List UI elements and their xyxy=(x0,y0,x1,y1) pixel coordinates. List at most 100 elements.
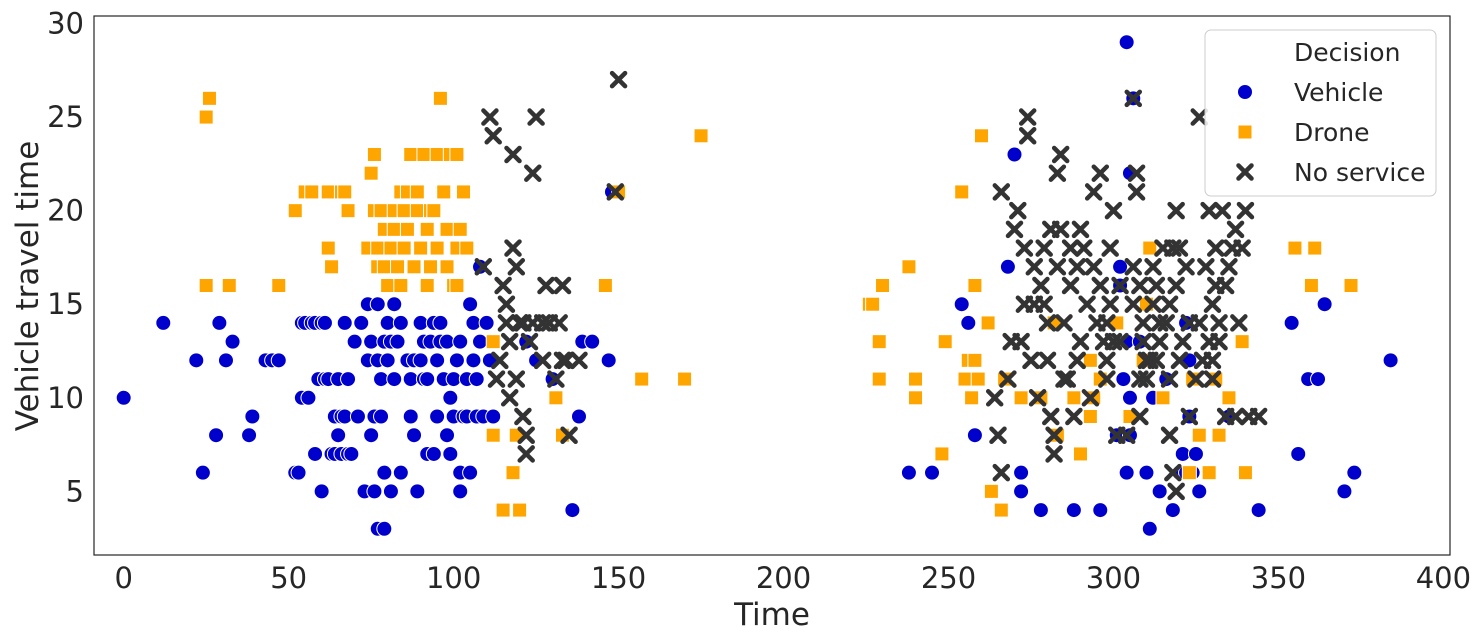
no-service-point xyxy=(1005,220,1024,239)
vehicle-point xyxy=(472,258,489,275)
no-service-point xyxy=(560,426,578,444)
vehicle-point xyxy=(316,314,333,331)
vehicle-point xyxy=(1250,502,1267,519)
no-service-point xyxy=(1009,201,1027,220)
drone-point xyxy=(993,502,1009,518)
no-service-point xyxy=(989,426,1007,444)
vehicle-point xyxy=(241,427,258,444)
vehicle-point xyxy=(1121,389,1138,406)
no-service-point xyxy=(1150,332,1169,351)
no-service-point xyxy=(1042,407,1060,426)
no-service-point xyxy=(1045,426,1063,444)
no-service-point xyxy=(1164,463,1182,482)
no-service-point xyxy=(1015,239,1034,257)
no-service-point xyxy=(1051,220,1070,239)
drone-point xyxy=(201,90,217,106)
no-service-point xyxy=(1216,276,1235,295)
drone-point xyxy=(409,184,425,200)
drone-point xyxy=(980,315,996,331)
vehicle-point xyxy=(1006,146,1023,163)
no-service-point xyxy=(1071,332,1090,351)
vehicle-point xyxy=(386,296,403,313)
vehicle-point xyxy=(343,445,360,462)
vehicle-point xyxy=(1283,314,1300,331)
y-tick-label: 5 xyxy=(66,474,84,508)
vehicle-point xyxy=(336,314,353,331)
drone-point xyxy=(1086,390,1102,406)
no-service-point xyxy=(1233,239,1251,257)
no-service-point xyxy=(1098,370,1116,388)
vehicle-point xyxy=(1346,464,1363,481)
no-service-point xyxy=(1190,108,1209,126)
drone-point xyxy=(366,146,382,162)
no-service-point xyxy=(1144,258,1162,276)
drone-point xyxy=(1201,465,1217,481)
vehicle-point xyxy=(1151,483,1168,500)
legend-drone-marker xyxy=(1237,124,1253,140)
drone-point xyxy=(901,259,917,275)
vehicle-point xyxy=(392,314,409,331)
no-service-point xyxy=(1111,276,1129,295)
no-service-point xyxy=(1104,201,1123,220)
drone-point xyxy=(320,184,336,200)
no-service-point xyxy=(510,314,529,332)
vehicle-point xyxy=(376,464,393,481)
no-service-point xyxy=(1084,183,1103,201)
drone-point xyxy=(505,465,521,481)
drone-point xyxy=(363,165,379,181)
vehicle-point xyxy=(373,408,390,425)
vehicle-point xyxy=(382,483,399,500)
vehicle-point xyxy=(442,389,459,406)
drone-point xyxy=(396,240,412,256)
no-service-point xyxy=(500,389,519,407)
no-service-point xyxy=(500,332,519,351)
no-service-point xyxy=(1101,295,1119,313)
x-axis-label: Time xyxy=(733,597,810,633)
drone-point xyxy=(1185,371,1201,387)
y-tick-label: 20 xyxy=(47,194,84,228)
no-service-point xyxy=(474,258,493,276)
vehicle-point xyxy=(584,333,601,350)
no-service-point xyxy=(514,407,532,426)
drone-point xyxy=(423,259,439,275)
no-service-point xyxy=(1035,295,1053,313)
no-service-point xyxy=(1167,482,1185,501)
no-service-point xyxy=(524,164,542,182)
data-points xyxy=(115,34,1399,537)
no-service-point xyxy=(1190,314,1209,332)
vehicle-point xyxy=(211,314,228,331)
no-service-point xyxy=(1124,258,1143,276)
drone-point xyxy=(439,221,455,237)
no-service-point xyxy=(1038,351,1057,370)
drone-point xyxy=(376,259,392,275)
drone-point xyxy=(1155,390,1171,406)
drone-point xyxy=(1033,390,1049,406)
no-service-point xyxy=(1061,239,1080,257)
drone-point xyxy=(1234,334,1250,350)
no-service-point xyxy=(1018,127,1037,145)
drone-point xyxy=(1049,427,1065,443)
vehicle-point xyxy=(448,352,465,369)
no-service-point xyxy=(497,295,516,313)
vehicle-point xyxy=(485,408,502,425)
vehicle-point xyxy=(115,389,132,406)
drone-point xyxy=(485,334,501,350)
no-service-point xyxy=(1081,389,1100,407)
drone-point xyxy=(426,203,442,219)
vehicle-point xyxy=(1191,483,1208,500)
vehicle-point xyxy=(244,408,261,425)
y-axis-ticks: 5 10 15 20 25 30 xyxy=(47,6,84,508)
drone-point xyxy=(393,278,409,293)
drone-point xyxy=(597,278,613,293)
vehicle-point xyxy=(389,333,406,350)
no-service-point xyxy=(1032,276,1050,295)
drone-point xyxy=(456,184,472,200)
no-service-point xyxy=(1028,389,1047,407)
drone-point xyxy=(1181,465,1197,481)
drone-point xyxy=(485,427,501,443)
x-tick-label: 300 xyxy=(1086,561,1141,595)
vehicle-point xyxy=(1115,371,1132,388)
no-service-point xyxy=(999,370,1017,388)
drone-point xyxy=(1082,352,1098,368)
no-service-point xyxy=(1075,239,1093,257)
